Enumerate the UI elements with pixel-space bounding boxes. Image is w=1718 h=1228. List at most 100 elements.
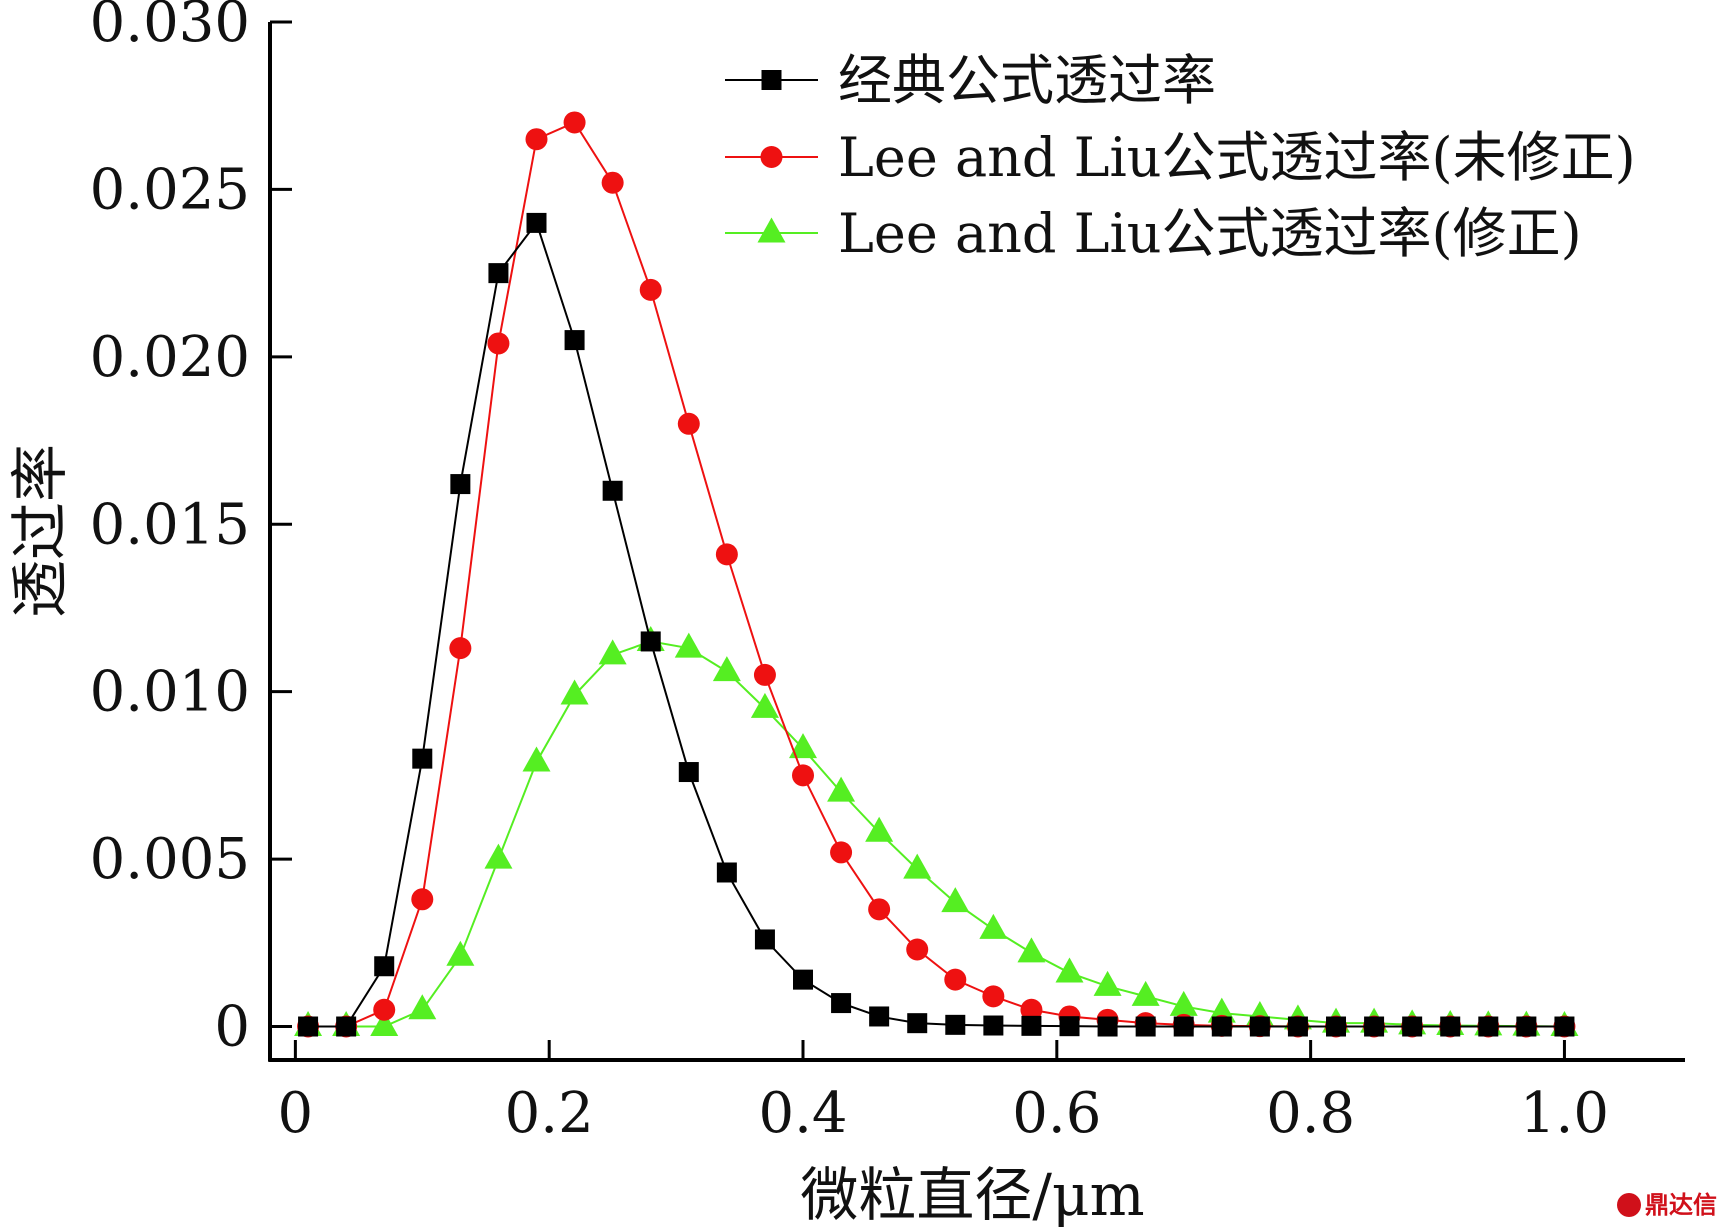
series-3-point: [674, 632, 703, 658]
y-tick-label: 0.030: [90, 0, 250, 55]
series-2-point: [449, 637, 472, 660]
series-1-point: [526, 212, 547, 233]
series-2-point: [982, 985, 1005, 1008]
legend-entry-3: Lee and Liu公式透过率(修正): [725, 202, 1582, 265]
series-1-point: [1249, 1016, 1270, 1037]
series-3-point: [1055, 957, 1084, 983]
y-tick-label: 0.005: [90, 827, 250, 892]
legend-marker: [760, 146, 783, 168]
series-1-point: [1021, 1015, 1042, 1036]
series-1-point: [1059, 1016, 1080, 1037]
legend-label: Lee and Liu公式透过率(未修正): [838, 126, 1636, 189]
legend-entry-2: Lee and Liu公式透过率(未修正): [725, 126, 1636, 189]
series-3-point: [1131, 980, 1160, 1006]
series-1-point: [754, 929, 775, 950]
series-1-point: [488, 263, 509, 284]
series-1-point: [374, 956, 395, 977]
series-1-point: [983, 1015, 1004, 1036]
axes: 0 0.005 0.010 0.015 0.020 0.025 0.030 0 0.2 0.4 0.…: [90, 0, 1685, 1146]
x-tick-label: 0.2: [505, 1081, 594, 1146]
series-1-point: [602, 480, 623, 501]
series-2-point: [944, 968, 967, 991]
series-1-point: [1554, 1016, 1575, 1037]
series-3-point: [484, 843, 513, 869]
legend: 经典公式透过率 Lee and Liu公式透过率(未修正) Lee and Liu公…: [725, 49, 1636, 265]
series-1-point: [412, 748, 433, 769]
series-1-point: [678, 762, 699, 783]
series-1-point: [1173, 1016, 1194, 1037]
series-2-point: [792, 764, 815, 787]
series-1-point: [1287, 1016, 1308, 1037]
series-1-point: [1516, 1016, 1537, 1037]
series-1-point: [869, 1006, 890, 1027]
series-3-point: [408, 994, 437, 1020]
series-1-point: [1364, 1016, 1385, 1037]
series-1-point: [450, 474, 471, 495]
series-1-point: [1478, 1016, 1499, 1037]
series-3-point: [903, 853, 932, 879]
series-3-line: [308, 640, 1565, 1028]
series-3-point: [712, 656, 741, 682]
series-3-point: [560, 679, 589, 705]
series-3-point: [979, 913, 1008, 939]
series-3-point: [522, 746, 551, 772]
x-axis-title: 微粒直径/μm: [800, 1161, 1144, 1228]
series-3-point: [1169, 990, 1198, 1016]
series-1-point: [564, 330, 585, 351]
series-2-point: [1020, 998, 1043, 1021]
y-axis-title: 透过率: [6, 444, 74, 618]
series-1-point: [1440, 1016, 1461, 1037]
x-tick-label: 0.6: [1012, 1081, 1101, 1146]
series-1-point: [716, 862, 737, 883]
series-1-point: [945, 1014, 966, 1035]
legend-entry-1: 经典公式透过率: [725, 49, 1216, 112]
y-tick-label: 0.025: [90, 157, 250, 222]
series-3-point: [598, 639, 627, 665]
series-3-point: [865, 816, 894, 842]
series-layer: [294, 111, 1579, 1038]
series-3-point: [1017, 937, 1046, 963]
x-tick-label: 0.4: [758, 1081, 847, 1146]
watermark-logo-icon: [1617, 1193, 1641, 1217]
series-1-point: [907, 1013, 928, 1034]
series-3-point: [789, 733, 818, 759]
series-3-point: [941, 887, 970, 913]
legend-marker: [761, 70, 782, 90]
series-1-point: [298, 1016, 319, 1037]
x-tick-label: 0.8: [1266, 1081, 1355, 1146]
series-1-point: [640, 631, 661, 652]
series-2-point: [373, 998, 396, 1021]
series-1-point: [336, 1016, 357, 1037]
series-1: [298, 212, 1575, 1037]
series-3-point: [1093, 970, 1122, 996]
series-1-line: [308, 220, 1565, 1028]
series-2-point: [830, 841, 853, 864]
series-2-point: [906, 938, 929, 961]
series-3-point: [370, 1011, 399, 1037]
series-1-point: [793, 969, 814, 990]
series-2-point: [715, 543, 738, 566]
y-tick-label: 0.020: [90, 325, 250, 390]
series-2-point: [563, 111, 586, 134]
series-2-point: [677, 412, 700, 435]
series-3-point: [1207, 997, 1236, 1023]
series-1-point: [1097, 1016, 1118, 1037]
watermark: 鼎达信: [1617, 1191, 1717, 1219]
x-tick-label: 0: [278, 1081, 314, 1146]
series-3-point: [446, 940, 475, 966]
series-2-point: [525, 128, 548, 151]
series-3-point: [750, 692, 779, 718]
y-tick-label: 0.015: [90, 492, 250, 557]
series-2-point: [411, 888, 434, 911]
series-2-point: [753, 663, 776, 686]
legend-label: Lee and Liu公式透过率(修正): [838, 202, 1582, 265]
series-3-point: [827, 776, 856, 802]
y-tick-label: 0.010: [90, 660, 250, 725]
x-tick-label: 1.0: [1520, 1081, 1609, 1146]
series-1-point: [1402, 1016, 1423, 1037]
series-2-point: [487, 332, 510, 355]
series-2-point: [601, 171, 624, 194]
series-1-point: [1326, 1016, 1347, 1037]
